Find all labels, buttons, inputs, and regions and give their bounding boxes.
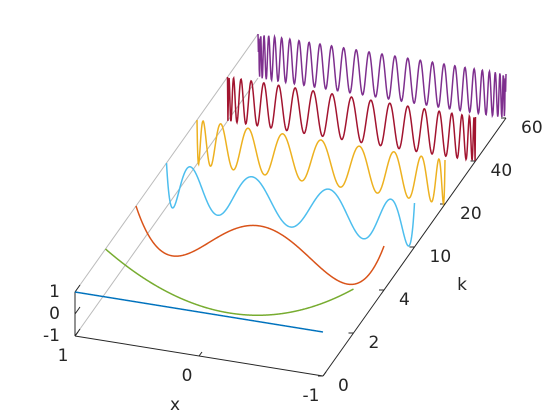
curve: [165, 162, 416, 247]
k-tick-label: 4: [399, 290, 410, 310]
k-tick-label: 20: [460, 204, 482, 224]
k-tick-label: 60: [521, 118, 543, 138]
x-axis-label: x: [170, 395, 180, 415]
x-tick-label: 0: [182, 366, 193, 386]
k-tick-label: 0: [338, 376, 349, 396]
k-tick-label: 2: [369, 333, 380, 353]
curve: [74, 291, 324, 333]
x-tick: [322, 371, 327, 377]
k-axis-label: k: [457, 275, 467, 295]
k-tick-label: 40: [491, 161, 513, 181]
z-tick-label: 1: [49, 282, 60, 302]
curve: [226, 75, 477, 162]
z-tick: [74, 306, 81, 315]
curve: [196, 119, 446, 206]
k-tick-label: 10: [430, 247, 452, 267]
x-tick: [198, 351, 203, 357]
z-tick-label: -1: [43, 326, 60, 346]
z-tick-label: 0: [49, 304, 60, 324]
curve: [257, 33, 507, 119]
back-edge: [74, 77, 259, 337]
curve: [105, 248, 354, 317]
z-tick: [74, 284, 81, 293]
curve: [135, 205, 385, 286]
z-tick: [74, 328, 81, 337]
x-tick-label: -1: [303, 386, 320, 406]
x-tick-label: 1: [58, 346, 69, 366]
